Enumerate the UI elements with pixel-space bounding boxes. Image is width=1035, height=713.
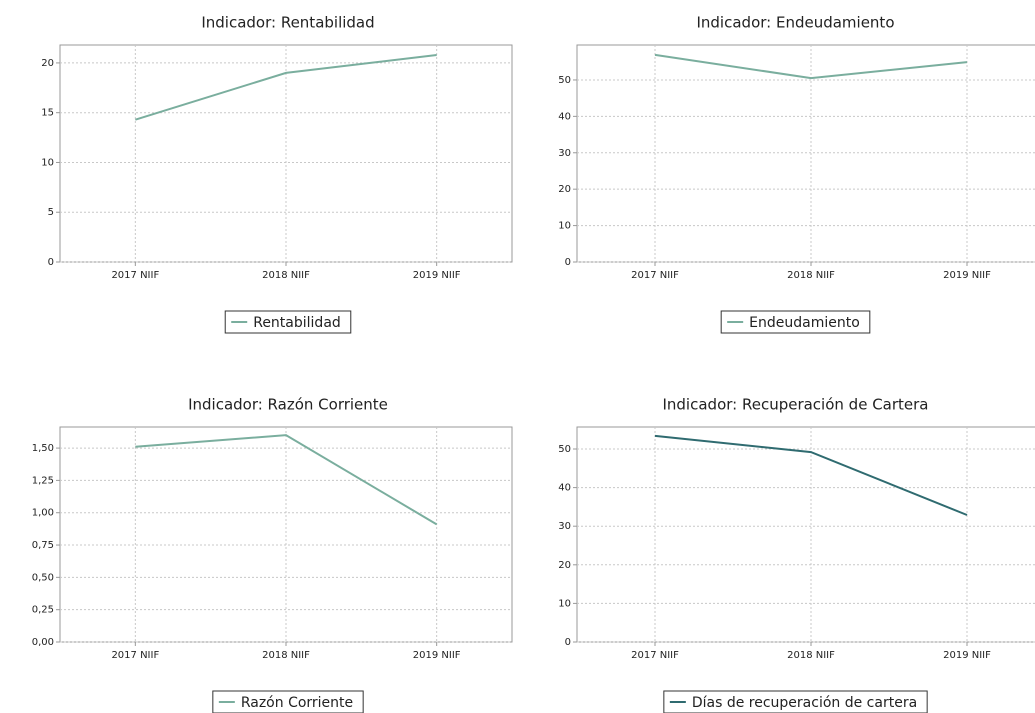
y-tick-label: 1,25 [32,475,54,486]
x-tick-label: 2019 NIIF [943,650,991,661]
y-tick-label: 40 [558,111,571,122]
x-tick-label: 2017 NIIF [111,650,159,661]
legend-box [224,310,352,334]
y-tick-label: 20 [41,58,54,69]
chart-title: Indicador: Endeudamiento [696,14,894,32]
y-tick-label: 10 [558,598,571,609]
y-tick-label: 30 [558,521,571,532]
legend-box [663,690,928,713]
y-tick-label: 5 [48,207,54,218]
y-tick-label: 0,75 [32,540,54,551]
y-tick-label: 0,50 [32,572,54,583]
line-series [654,434,968,516]
y-tick-label: 20 [558,560,571,571]
line-series [135,53,437,121]
x-tick-label: 2019 NIIF [413,270,461,281]
legend-label: Endeudamiento [749,315,860,331]
chart-title: Indicador: Razón Corriente [188,396,388,414]
legend-label: Rentabilidad [253,315,341,331]
x-tick-label: 2018 NIIF [787,270,835,281]
y-tick-label: 10 [41,157,54,168]
x-tick-label: 2017 NIIF [631,270,679,281]
y-tick-label: 50 [558,444,571,455]
legend-label: Razón Corriente [241,695,353,711]
chart-title: Indicador: Recuperación de Cartera [662,396,928,414]
plot-area [576,426,1035,643]
x-tick-label: 2018 NIIF [787,650,835,661]
x-tick-label: 2018 NIIF [262,270,310,281]
y-tick-label: 40 [558,483,571,494]
y-tick-label: 1,50 [32,443,54,454]
y-tick-label: 0 [48,257,54,268]
y-tick-label: 0,25 [32,605,54,616]
y-tick-label: 20 [558,184,571,195]
y-tick-label: 15 [41,108,54,119]
plot-area [59,426,513,643]
y-tick-label: 1,00 [32,508,54,519]
y-tick-label: 0 [565,257,571,268]
x-tick-label: 2018 NIIF [262,650,310,661]
x-tick-label: 2017 NIIF [631,650,679,661]
x-tick-label: 2019 NIIF [943,270,991,281]
legend-box [720,310,871,334]
legend-label: Días de recuperación de cartera [692,695,917,711]
chart-title: Indicador: Rentabilidad [201,14,374,32]
y-tick-label: 30 [558,148,571,159]
y-tick-label: 0 [565,637,571,648]
y-tick-label: 50 [558,75,571,86]
line-series [654,53,968,80]
x-tick-label: 2017 NIIF [111,270,159,281]
legend-box [212,690,364,713]
y-tick-label: 0,00 [32,637,54,648]
x-tick-label: 2019 NIIF [413,650,461,661]
y-tick-label: 10 [558,221,571,232]
line-series [135,434,438,526]
